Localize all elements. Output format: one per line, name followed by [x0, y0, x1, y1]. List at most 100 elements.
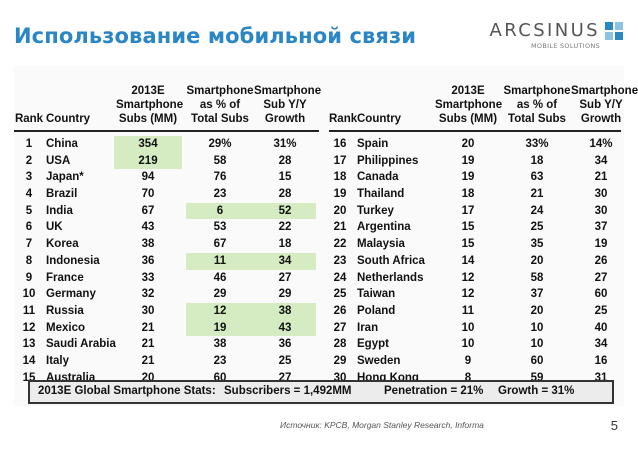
cell-subs: 9	[464, 354, 472, 367]
cell-country: Iran	[357, 321, 379, 334]
cell-pct: 20	[530, 254, 544, 267]
cell-yoy: 34	[278, 254, 292, 267]
header-country: Country	[46, 113, 91, 125]
cell-subs: 18	[461, 188, 475, 201]
table-row: 19 Thailand 18 21 30	[329, 186, 621, 203]
page-title: Использование мобильной связи	[14, 24, 417, 48]
cell-yoy: 28	[278, 154, 292, 167]
cell-country: Argentina	[357, 221, 411, 234]
cell-pct: 23	[213, 188, 227, 201]
cell-yoy: 37	[594, 221, 608, 234]
logo-name: ARCSINUS	[489, 20, 600, 41]
cell-pct: 10	[530, 321, 544, 334]
cell-subs: 11	[461, 304, 475, 317]
cell-rank: 16	[333, 138, 347, 150]
header-country: Country	[357, 113, 402, 125]
cell-yoy: 36	[278, 338, 292, 351]
logo-tagline: MOBILE SOLUTIONS	[531, 42, 600, 50]
cell-pct: 6	[216, 204, 224, 217]
cell-pct: 19	[213, 321, 227, 334]
table-header: Rank Country 2013E Smartphone Subs (MM) Sm…	[14, 76, 321, 130]
cell-rank: 14	[22, 354, 36, 367]
cell-country: India	[46, 204, 73, 217]
table-row: 12 Mexico 21 19 43	[14, 319, 319, 337]
header-subs: 2013E Smartphone Subs (MM)	[435, 85, 503, 125]
highlight-cell	[186, 252, 316, 270]
cell-country: Philippines	[357, 154, 419, 167]
table-row: 3 Japan* 94 76 15	[14, 169, 319, 186]
cell-subs: 12	[461, 288, 475, 301]
cell-rank: 18	[333, 171, 347, 184]
cell-subs: 33	[141, 271, 155, 284]
cell-pct: 33%	[525, 138, 549, 150]
cell-country: Brazil	[46, 188, 78, 201]
cell-subs: 14	[461, 254, 475, 267]
header-rank: Rank	[14, 113, 44, 125]
rankings-table: Rank Country 2013E Smartphone Subs (MM) Sm…	[14, 66, 638, 406]
table-header: Rank Country 2013E Smartphone Subs (MM) Sm…	[329, 76, 638, 130]
table-left-half: Rank Country 2013E Smartphone Subs (MM) Sm…	[14, 76, 321, 386]
arcsinus-logo: ARCSINUS MOBILE SOLUTIONS	[474, 20, 624, 52]
header-divider	[329, 130, 621, 132]
table-row: 1 China 354 29% 31%	[14, 136, 319, 153]
cell-rank: 5	[25, 204, 33, 217]
stats-subscribers: Subscribers = 1,492MM	[224, 385, 352, 397]
table-row: 8 Indonesia 36 11 34	[14, 252, 319, 270]
cell-yoy: 19	[594, 238, 608, 251]
cell-subs: 354	[138, 138, 158, 150]
cell-country: Indonesia	[46, 254, 100, 267]
cell-pct: 21	[530, 188, 544, 201]
cell-country: UK	[46, 221, 63, 234]
cell-yoy: 26	[594, 254, 608, 267]
cell-pct: 60	[530, 354, 544, 367]
cell-country: Japan*	[46, 171, 84, 184]
cell-subs: 67	[141, 204, 155, 217]
cell-subs: 70	[141, 188, 155, 201]
cell-country: Mexico	[46, 321, 85, 334]
cell-country: Malaysia	[357, 238, 405, 251]
header-pct: Smartphone as % of Total Subs	[503, 85, 571, 125]
cell-rank: 7	[25, 238, 33, 251]
table-row: 14 Italy 21 23 25	[14, 353, 319, 370]
cell-pct: 18	[530, 154, 544, 167]
cell-rank: 20	[333, 204, 347, 217]
cell-yoy: 60	[594, 288, 608, 301]
cell-country: Sweden	[357, 354, 401, 367]
table-row: 6 UK 43 53 22	[14, 219, 319, 236]
cell-rank: 23	[333, 254, 347, 267]
cell-rank: 3	[25, 171, 33, 184]
cell-subs: 20	[461, 138, 475, 150]
cell-rank: 13	[22, 338, 36, 351]
cell-subs: 15	[461, 221, 475, 234]
cell-yoy: 30	[594, 188, 608, 201]
cell-subs: 36	[141, 254, 155, 267]
global-stats-bar: 2013E Global Smartphone Stats: Subscribe…	[28, 380, 614, 404]
table-row: 20 Turkey 17 24 30	[329, 203, 621, 220]
cell-rank: 1	[25, 138, 33, 150]
highlight-cell	[114, 136, 182, 153]
cell-yoy: 43	[278, 321, 292, 334]
cell-rank: 8	[25, 254, 33, 267]
cell-yoy: 30	[594, 204, 608, 217]
table-row: 17 Philippines 19 18 34	[329, 153, 621, 170]
cell-country: South Africa	[357, 254, 425, 267]
cell-rank: 19	[333, 188, 347, 201]
cell-pct: 35	[530, 238, 544, 251]
cell-subs: 94	[141, 171, 155, 184]
table-row: 24 Netherlands 12 58 27	[329, 270, 621, 287]
header-yoy: Smartphone Sub Y/Y Growth	[571, 85, 638, 125]
highlight-cell	[186, 202, 316, 220]
cell-country: USA	[46, 154, 71, 167]
cell-subs: 21	[141, 354, 155, 367]
cell-subs: 32	[141, 288, 155, 301]
cell-subs: 10	[461, 321, 475, 334]
cell-yoy: 18	[278, 238, 292, 251]
cell-rank: 2	[25, 154, 33, 167]
cell-yoy: 25	[278, 354, 292, 367]
cell-rank: 27	[333, 321, 347, 334]
cell-pct: 38	[213, 338, 227, 351]
cell-pct: 58	[530, 271, 544, 284]
cell-country: France	[46, 271, 84, 284]
cell-yoy: 21	[594, 171, 608, 184]
table-row: 25 Taiwan 12 37 60	[329, 286, 621, 303]
